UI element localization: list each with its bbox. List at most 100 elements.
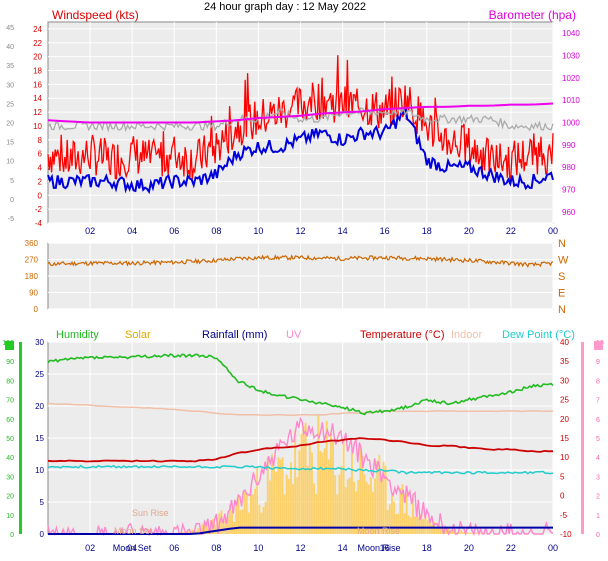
solar-bar: [268, 480, 271, 534]
wind-x-tick: 16: [380, 226, 390, 236]
wind-x-tick: 12: [295, 226, 305, 236]
sun-rise-label: Sun Rise: [132, 508, 169, 518]
uv-tick: 5: [596, 436, 600, 443]
barometer-tick: 1000: [562, 119, 580, 128]
solar-bar: [313, 483, 315, 534]
solar-bar: [311, 452, 313, 534]
uv-tick: 2: [596, 494, 600, 501]
solar-bar: [317, 415, 320, 534]
wind-x-tick: 20: [464, 226, 474, 236]
solar-bar: [203, 523, 206, 534]
wind-x-tick: 00: [548, 226, 558, 236]
compass-tick: E: [558, 288, 565, 300]
windspeed-label: Windspeed (kts): [52, 8, 139, 22]
moon-set-faint-label: Moon Set: [114, 526, 153, 536]
solar-bar: [449, 531, 452, 534]
solar-bar: [273, 466, 275, 534]
solar-bar: [384, 466, 387, 534]
wind-kts-tick: 22: [33, 39, 42, 48]
solar-bar: [327, 459, 330, 534]
solar-bar: [308, 444, 311, 534]
solar-bar: [205, 523, 208, 534]
solar-bar: [330, 431, 332, 534]
solar-bar: [386, 509, 389, 534]
wind-outer-tick: 10: [6, 159, 14, 166]
humidity-axis-bar: [19, 342, 22, 534]
barometer-tick: 990: [562, 141, 576, 150]
solar-bar: [260, 512, 263, 534]
uv-tick: 7: [596, 398, 600, 405]
uv-tick: 1: [596, 513, 600, 520]
temp-x-tick: 08: [211, 543, 221, 553]
legend-item: UV: [286, 329, 302, 341]
solar-bar: [319, 450, 322, 534]
wind-outer-tick: 20: [6, 121, 14, 128]
wind-kts-tick: -2: [35, 205, 43, 214]
solar-bar: [439, 528, 442, 534]
solar-bar: [447, 527, 450, 534]
temp-tick: 20: [560, 415, 569, 424]
temp-tick: 10: [560, 453, 569, 462]
temp-tick: 15: [560, 434, 569, 443]
solar-bar: [252, 494, 254, 534]
solar-bar: [338, 474, 341, 534]
barometer-tick: 960: [562, 208, 576, 217]
uv-axis-bar: [581, 342, 584, 534]
solar-bar: [332, 441, 334, 534]
wind-outer-tick: 40: [6, 44, 14, 51]
solar-bar: [325, 420, 328, 534]
temp-x-tick: 10: [253, 543, 263, 553]
solar-bar: [258, 504, 261, 534]
solar-bar: [306, 465, 309, 534]
wind-x-tick: 04: [127, 226, 137, 236]
compass-tick: N: [558, 238, 566, 250]
barometer-tick: 1020: [562, 74, 580, 83]
wind-kts-tick: 6: [38, 150, 43, 159]
solar-bar: [424, 516, 427, 534]
temp-x-tick: 02: [85, 543, 95, 553]
moon-rise-label: Moon Rise: [357, 543, 400, 553]
solar-bar: [201, 524, 204, 534]
wind-x-tick: 02: [85, 226, 95, 236]
series-line-average: [47, 106, 554, 133]
temp-tick: 0: [560, 492, 565, 501]
legend-item: Dew Point (°C): [502, 329, 575, 341]
solar-bar: [277, 457, 280, 534]
solar-bar: [302, 425, 305, 534]
solar-bar: [281, 457, 284, 534]
wind-kts-tick: 10: [33, 122, 42, 131]
humidity-tick: 80: [6, 378, 14, 385]
wind-kts-tick: 24: [33, 25, 42, 34]
humidity-tick: 30: [6, 474, 14, 481]
solar-bar: [391, 493, 393, 534]
solar-bar: [342, 441, 345, 534]
uv-tick: 0: [596, 532, 600, 539]
uv-tick: 3: [596, 474, 600, 481]
temp-x-tick: 06: [169, 543, 179, 553]
compass-tick: W: [558, 255, 569, 267]
barometer-tick: 1040: [562, 29, 580, 38]
solar-bar: [182, 531, 185, 534]
solar-bar: [401, 484, 404, 534]
direction-deg-tick: 360: [25, 239, 39, 248]
rain-tick: 15: [35, 434, 44, 443]
temp-tick: 5: [560, 472, 565, 481]
solar-bar: [359, 444, 362, 534]
rain-tick: 30: [35, 338, 44, 347]
barometer-tick: 980: [562, 163, 576, 172]
legend-item: Humidity: [56, 329, 99, 341]
legend-item: Indoor: [451, 329, 483, 341]
solar-bar: [399, 488, 402, 534]
solar-bar: [351, 449, 353, 534]
solar-bar: [243, 491, 246, 534]
solar-bar: [395, 514, 398, 534]
solar-bar: [262, 506, 265, 534]
legend-item: Rainfall (mm): [202, 329, 267, 341]
solar-bar: [283, 494, 286, 534]
solar-bar: [271, 454, 273, 534]
solar-bar: [247, 512, 250, 534]
temp-tick: -10: [560, 530, 572, 539]
temp-x-tick: 04: [127, 543, 137, 553]
solar-bar: [470, 533, 473, 534]
solar-bar: [298, 450, 301, 534]
